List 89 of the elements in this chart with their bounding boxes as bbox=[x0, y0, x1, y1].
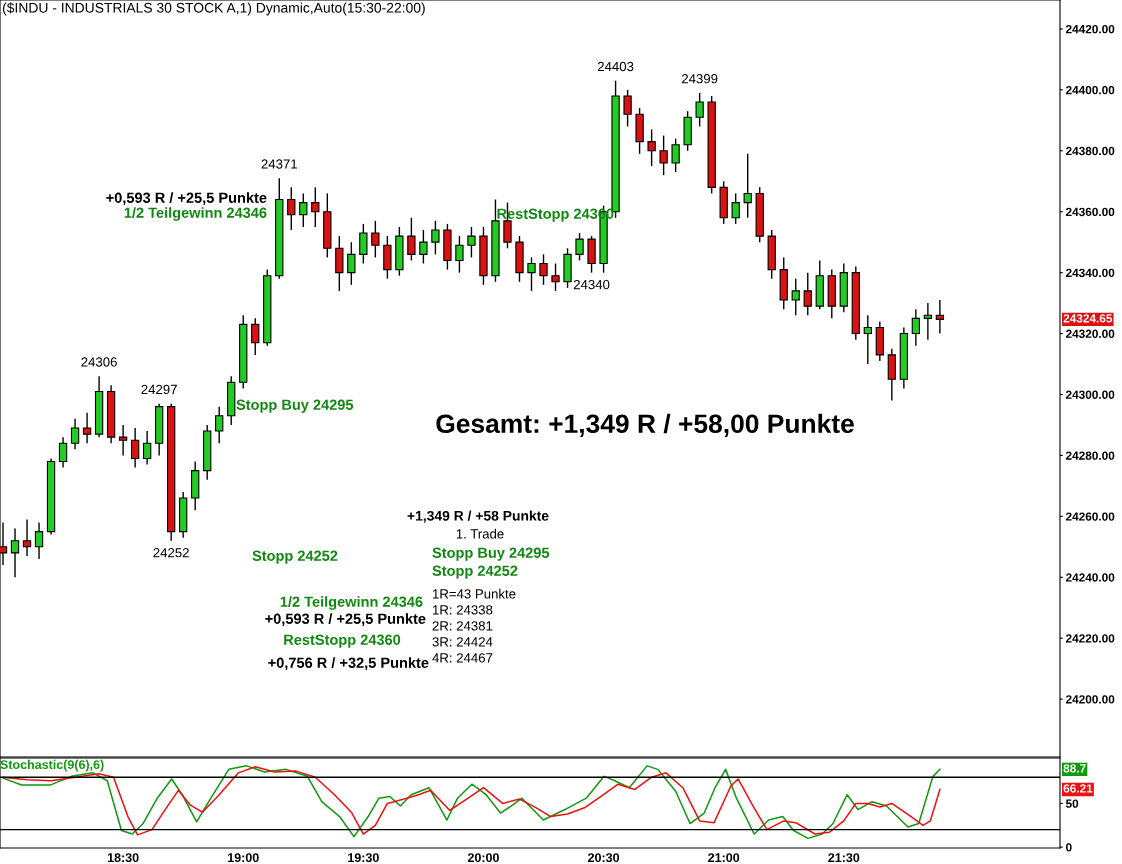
candlestick bbox=[911, 308, 921, 347]
candlestick bbox=[215, 405, 224, 444]
candlestick bbox=[22, 518, 32, 557]
text: 24324.65 bbox=[1063, 314, 1113, 323]
annotation: Stopp Buy 24295 bbox=[236, 399, 354, 413]
annotation: Stopp 24252 bbox=[252, 550, 338, 564]
annotation: +0,593 R / +25,5 Punkte bbox=[265, 613, 426, 627]
y-tick-label: 24240.00 bbox=[1065, 573, 1115, 582]
candlestick bbox=[359, 223, 368, 265]
candlestick bbox=[659, 134, 668, 176]
candlestick bbox=[539, 253, 548, 286]
annotation: 24340 bbox=[573, 279, 610, 290]
candlestick bbox=[70, 418, 80, 451]
candlestick bbox=[551, 262, 560, 292]
candlestick bbox=[863, 314, 872, 365]
annotation: +1,349 R / +58 Punkte bbox=[407, 510, 549, 523]
x-tick-label: 19:30 bbox=[348, 853, 379, 863]
candlestick bbox=[58, 436, 68, 469]
annotation: 24306 bbox=[81, 357, 117, 367]
annotation: 3R: 24424 bbox=[432, 637, 493, 647]
x-tick-label: 21:30 bbox=[828, 853, 860, 863]
candlestick bbox=[671, 137, 680, 173]
x-tick-label: 21:00 bbox=[708, 853, 740, 863]
annotation: +0,593 R / +25,5 Punkte bbox=[106, 192, 267, 206]
candlestick bbox=[287, 186, 296, 231]
candlestick bbox=[935, 299, 945, 335]
candlestick bbox=[34, 521, 44, 560]
chart-title: ($INDU - INDUSTRIALS 30 STOCK A,1) Dynamic,Auto(15:30-22:00) bbox=[2, 2, 425, 16]
candlestick bbox=[743, 153, 752, 219]
candlestick bbox=[311, 186, 320, 228]
y-tick-label: 0 bbox=[1066, 843, 1072, 852]
annotation: 1. Trade bbox=[456, 528, 504, 539]
annotation: 1/2 Teilgewinn 24346 bbox=[124, 207, 267, 221]
annotation: 1R=43 Punkte bbox=[433, 588, 516, 599]
candlestick bbox=[371, 220, 380, 259]
y-tick-label: 24260.00 bbox=[1065, 512, 1115, 521]
candlestick bbox=[82, 412, 92, 444]
annotation: 1R: 24338 bbox=[433, 605, 493, 615]
text: 88.7 bbox=[1063, 764, 1086, 773]
candlestick bbox=[347, 241, 356, 286]
candlestick bbox=[803, 271, 812, 316]
y-tick-label: 24280.00 bbox=[1065, 451, 1115, 460]
annotation: 24297 bbox=[141, 384, 177, 395]
y-tick-label: 50 bbox=[1065, 799, 1079, 808]
y-tick-label: 24360.00 bbox=[1065, 207, 1115, 217]
y-tick-label: 24340.00 bbox=[1065, 268, 1115, 278]
annotation: 2R: 24381 bbox=[432, 621, 493, 631]
y-tick-label: 24200.00 bbox=[1065, 695, 1115, 704]
candlestick bbox=[623, 89, 632, 128]
candlestick bbox=[575, 232, 584, 262]
y-tick-label: 24400.00 bbox=[1065, 85, 1115, 95]
annotation: +0,756 R / +32,5 Punkte bbox=[268, 657, 429, 671]
candlestick bbox=[10, 527, 20, 578]
candlestick bbox=[299, 192, 308, 228]
candlestick bbox=[251, 317, 260, 356]
annotation: Stopp 24252 bbox=[432, 565, 518, 579]
annotation: 24371 bbox=[261, 159, 297, 169]
candlestick bbox=[142, 430, 152, 466]
candlestick bbox=[419, 229, 428, 265]
candlestick bbox=[467, 226, 476, 259]
candlestick bbox=[731, 192, 740, 225]
candlestick bbox=[118, 424, 128, 457]
annotation: 24399 bbox=[681, 74, 718, 84]
annotation: 4R: 24467 bbox=[432, 653, 493, 663]
candlestick bbox=[407, 217, 416, 262]
y-tick-label: 24300.00 bbox=[1065, 390, 1115, 399]
y-tick-label: 24420.00 bbox=[1065, 24, 1115, 34]
annotation: 24252 bbox=[153, 548, 189, 558]
annotation: 1/2 Teilgewinn 24346 bbox=[280, 596, 423, 610]
candlestick bbox=[130, 427, 140, 469]
candlestick bbox=[923, 302, 933, 341]
candlestick bbox=[791, 278, 800, 316]
candlestick bbox=[455, 235, 464, 274]
candlestick bbox=[527, 256, 536, 292]
candlestick bbox=[431, 220, 440, 256]
y-tick-label: 24220.00 bbox=[1065, 634, 1115, 643]
y-tick-label: 24380.00 bbox=[1065, 146, 1115, 156]
annotation: Stopp Buy 24295 bbox=[432, 547, 550, 561]
candlestick bbox=[695, 92, 704, 128]
annotation: Gesamt: +1,349 R / +58,00 Punkte bbox=[436, 413, 854, 437]
candlestick bbox=[647, 128, 656, 167]
text: 66.21 bbox=[1063, 784, 1093, 793]
x-tick-label: 20:00 bbox=[467, 853, 499, 863]
annotation: RestStopp 24360 bbox=[284, 634, 401, 648]
x-tick-label: 18:30 bbox=[107, 853, 139, 863]
x-tick-label: 19:00 bbox=[228, 853, 259, 863]
x-tick-label: 20:30 bbox=[588, 853, 620, 863]
annotation: 24403 bbox=[597, 61, 634, 72]
y-tick-label: 24320.00 bbox=[1065, 329, 1115, 338]
